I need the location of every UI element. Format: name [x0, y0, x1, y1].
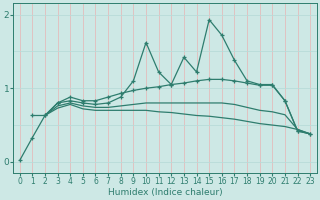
X-axis label: Humidex (Indice chaleur): Humidex (Indice chaleur)	[108, 188, 222, 197]
